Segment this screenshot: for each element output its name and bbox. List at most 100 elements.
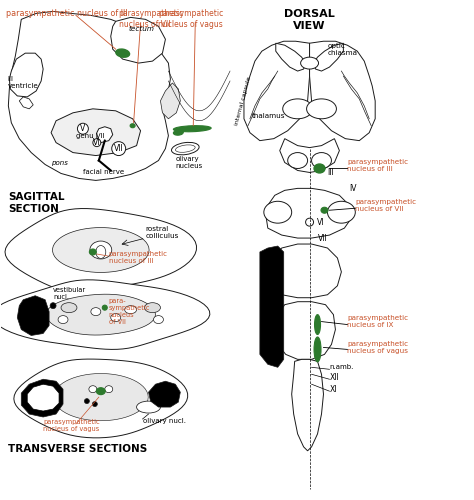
Polygon shape (9, 12, 170, 180)
Text: thalamus: thalamus (252, 113, 285, 119)
Ellipse shape (96, 388, 105, 394)
Circle shape (112, 142, 126, 156)
Polygon shape (280, 138, 339, 172)
Text: genu VII: genu VII (76, 132, 105, 138)
Text: III: III (328, 168, 334, 177)
Polygon shape (51, 109, 141, 156)
Text: parasympathetic nucleus of III: parasympathetic nucleus of III (6, 10, 128, 18)
Text: VI: VI (317, 218, 324, 226)
Ellipse shape (321, 208, 328, 213)
Text: parasympathetic
nucleus of IX: parasympathetic nucleus of IX (347, 315, 409, 328)
Polygon shape (17, 296, 49, 336)
Text: V: V (80, 124, 85, 133)
Text: III
ventricle: III ventricle (8, 76, 38, 90)
Circle shape (77, 123, 88, 134)
Ellipse shape (58, 316, 68, 324)
Ellipse shape (328, 202, 356, 223)
Ellipse shape (288, 152, 308, 168)
Polygon shape (148, 381, 180, 407)
Ellipse shape (90, 241, 112, 259)
Text: olivary
nucleus: olivary nucleus (175, 156, 202, 169)
Text: tectum: tectum (128, 26, 155, 32)
Text: optic
chiasma: optic chiasma (328, 42, 357, 56)
Polygon shape (5, 208, 197, 292)
Text: internal capsule: internal capsule (234, 76, 252, 126)
Ellipse shape (90, 249, 96, 255)
Polygon shape (0, 280, 210, 349)
Polygon shape (54, 374, 148, 420)
Polygon shape (260, 246, 284, 368)
Text: parasympathetic
nucleus of VII: parasympathetic nucleus of VII (118, 10, 184, 29)
Ellipse shape (314, 337, 321, 362)
Text: parasympathetic
nucleus of vagus: parasympathetic nucleus of vagus (347, 341, 409, 354)
Ellipse shape (315, 314, 320, 334)
Text: VII: VII (318, 234, 327, 242)
Text: n.amb.: n.amb. (329, 364, 354, 370)
Polygon shape (27, 384, 59, 411)
Text: olivary nucl.: olivary nucl. (143, 418, 185, 424)
Polygon shape (276, 302, 336, 360)
Circle shape (93, 138, 101, 146)
Ellipse shape (130, 124, 135, 128)
Ellipse shape (102, 305, 107, 310)
Polygon shape (268, 244, 341, 298)
Text: XII: XII (329, 372, 339, 382)
Polygon shape (53, 228, 149, 272)
Text: parasympathetic
nucleus of VII: parasympathetic nucleus of VII (356, 199, 417, 212)
Polygon shape (14, 359, 188, 438)
Ellipse shape (145, 302, 161, 312)
Ellipse shape (311, 152, 331, 168)
Ellipse shape (111, 314, 121, 322)
Polygon shape (46, 294, 155, 335)
Ellipse shape (175, 145, 195, 152)
Text: parasympathetic
nucleus of vagus: parasympathetic nucleus of vagus (43, 419, 100, 432)
Polygon shape (310, 41, 375, 140)
Polygon shape (9, 53, 43, 97)
Ellipse shape (96, 246, 106, 258)
Ellipse shape (154, 316, 164, 324)
Ellipse shape (314, 164, 325, 173)
Ellipse shape (172, 142, 199, 155)
Ellipse shape (91, 308, 101, 316)
Polygon shape (313, 43, 343, 71)
Text: vestibular
nucl.: vestibular nucl. (53, 287, 86, 300)
Text: facial nerve: facial nerve (83, 170, 124, 175)
Ellipse shape (137, 401, 161, 413)
Text: parasympathetic
nucleus of vagus: parasympathetic nucleus of vagus (158, 10, 224, 29)
Ellipse shape (116, 49, 129, 58)
Text: parasympathetic
nucleus of III: parasympathetic nucleus of III (109, 252, 168, 264)
Text: DORSAL
VIEW: DORSAL VIEW (284, 10, 335, 31)
Text: XI: XI (329, 384, 337, 394)
Ellipse shape (301, 57, 319, 69)
Polygon shape (161, 83, 180, 119)
Polygon shape (97, 126, 113, 142)
Ellipse shape (173, 130, 183, 135)
Ellipse shape (283, 99, 312, 119)
Polygon shape (266, 188, 351, 238)
Circle shape (84, 398, 90, 404)
Ellipse shape (173, 126, 211, 132)
Text: pons: pons (51, 160, 68, 166)
Ellipse shape (264, 202, 292, 223)
Polygon shape (111, 18, 165, 63)
Polygon shape (19, 97, 33, 109)
Ellipse shape (105, 386, 113, 392)
Polygon shape (244, 41, 310, 140)
Text: IV: IV (349, 184, 357, 193)
Ellipse shape (89, 386, 97, 392)
Ellipse shape (125, 306, 137, 314)
Polygon shape (276, 43, 306, 71)
Circle shape (50, 302, 56, 308)
Ellipse shape (61, 302, 77, 312)
Circle shape (306, 218, 313, 226)
Text: SAGITTAL
SECTION: SAGITTAL SECTION (9, 192, 65, 214)
Polygon shape (292, 360, 323, 451)
Text: parasympathetic
nucleus of III: parasympathetic nucleus of III (347, 159, 409, 172)
Polygon shape (21, 379, 63, 417)
Text: VII: VII (114, 144, 124, 153)
Circle shape (92, 402, 97, 406)
Text: rostral
colliculus: rostral colliculus (146, 226, 179, 238)
Text: VI: VI (93, 138, 100, 147)
Text: para-
sympathetic
nucleus
of VII: para- sympathetic nucleus of VII (109, 298, 150, 325)
Text: TRANSVERSE SECTIONS: TRANSVERSE SECTIONS (9, 444, 147, 454)
